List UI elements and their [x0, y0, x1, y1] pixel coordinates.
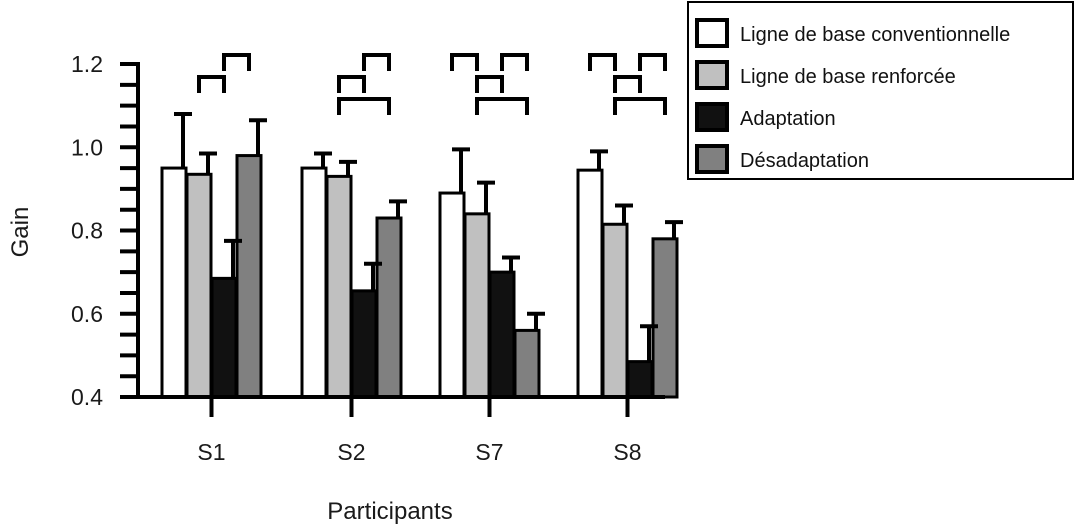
legend-swatch-4 — [695, 144, 729, 174]
significance-bracket-s8 — [613, 97, 667, 115]
bar-s2-series-1 — [300, 166, 328, 399]
x-tick-label-s7: S7 — [475, 439, 503, 465]
bar-s7-series-4 — [513, 328, 541, 399]
legend-label-3: Adaptation — [740, 108, 836, 130]
significance-bracket-s7 — [475, 75, 504, 93]
significance-bracket-s8 — [588, 53, 617, 71]
bar-s8-series-3 — [626, 360, 654, 399]
legend-swatch-1 — [695, 18, 729, 48]
bar-s1-series-4 — [235, 154, 263, 399]
legend-label-1: Ligne de base conventionnelle — [740, 24, 1010, 46]
bar-s1-series-2 — [185, 172, 213, 399]
bar-s8-series-4 — [651, 237, 679, 399]
x-tick-label-s2: S2 — [337, 439, 365, 465]
bar-s1-series-3 — [210, 276, 238, 399]
bar-s1-series-1 — [160, 166, 188, 399]
y-tick-label: 1.2 — [71, 51, 103, 77]
significance-brackets-layer — [197, 53, 667, 115]
significance-bracket-s7 — [500, 53, 529, 71]
bar-s2-series-4 — [375, 216, 403, 399]
bar-s8-series-1 — [576, 168, 604, 399]
x-tick-label-s8: S8 — [613, 439, 641, 465]
y-axis-label: Gain — [7, 207, 34, 258]
legend: Ligne de base conventionnelle Ligne de ba… — [687, 1, 1074, 180]
legend-label-4: Désadaptation — [740, 150, 869, 172]
bar-s7-series-1 — [438, 191, 466, 399]
y-tick-label: 1.0 — [71, 134, 103, 160]
significance-bracket-s7 — [475, 97, 529, 115]
legend-swatch-2 — [695, 60, 729, 90]
x-axis-label: Participants — [327, 498, 452, 525]
bar-s7-series-3 — [488, 270, 516, 399]
significance-bracket-s7 — [450, 53, 479, 71]
error-bars-layer — [174, 111, 683, 362]
significance-bracket-s2 — [337, 75, 366, 93]
y-tick-label: 0.6 — [71, 301, 103, 327]
bar-s2-series-3 — [350, 289, 378, 399]
significance-bracket-s1 — [197, 75, 226, 93]
significance-bracket-s2 — [337, 97, 391, 115]
axes-layer: 0.4 0.6 0.8 1.0 1.2 S1 S2 S7 S8 — [71, 51, 665, 465]
x-tick-label-s1: S1 — [197, 439, 225, 465]
bar-s2-series-2 — [325, 174, 353, 399]
significance-bracket-s2 — [362, 53, 391, 71]
legend-label-2: Ligne de base renforcée — [740, 66, 956, 88]
legend-swatch-3 — [695, 102, 729, 132]
y-tick-label: 0.8 — [71, 218, 103, 244]
legend-frame — [687, 1, 1074, 180]
significance-bracket-s1 — [222, 53, 251, 71]
bar-s8-series-2 — [601, 222, 629, 399]
significance-bracket-s8 — [613, 75, 642, 93]
bar-s7-series-2 — [463, 212, 491, 399]
y-tick-label: 0.4 — [71, 384, 103, 410]
significance-bracket-s8 — [638, 53, 667, 71]
bars-layer — [160, 154, 679, 399]
